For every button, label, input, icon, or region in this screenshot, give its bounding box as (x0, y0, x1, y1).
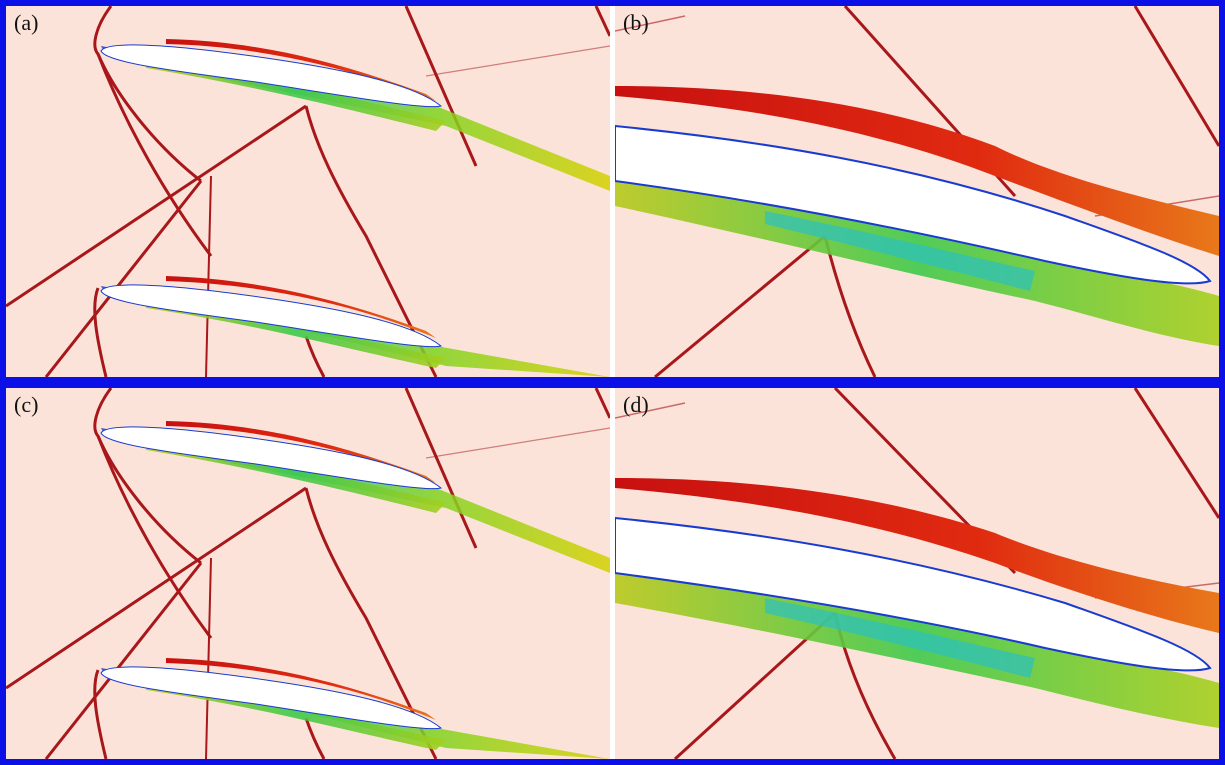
shock-waves (6, 6, 610, 377)
panel-divider (610, 388, 615, 759)
panel-divider (610, 6, 615, 377)
panel-b-flow-visualization (615, 6, 1219, 377)
bottom-figure-row: (c) (d) (0, 382, 1225, 765)
panel-label-d: (d) (623, 392, 649, 417)
panel-label-c: (c) (14, 392, 39, 417)
panel-d: (d) (615, 388, 1219, 759)
panel-d-flow-visualization (615, 388, 1219, 759)
airfoil-lower (100, 666, 443, 730)
airfoil-zoom (615, 124, 1212, 285)
panel-c: (c) (6, 388, 610, 759)
panel-a-flow-visualization (6, 6, 610, 377)
panel-b: (b) (615, 6, 1219, 377)
top-figure-row: (a) (b) (0, 0, 1225, 383)
airfoil-upper (100, 44, 443, 108)
panel-a: (a) (6, 6, 610, 377)
panel-label-a: (a) (14, 10, 39, 35)
airfoil-lower (100, 284, 443, 348)
panel-label-b: (b) (623, 10, 649, 35)
airfoil-upper (100, 426, 443, 490)
shock-waves (6, 388, 610, 759)
panel-c-flow-visualization (6, 388, 610, 759)
airfoil-zoom (615, 516, 1212, 672)
